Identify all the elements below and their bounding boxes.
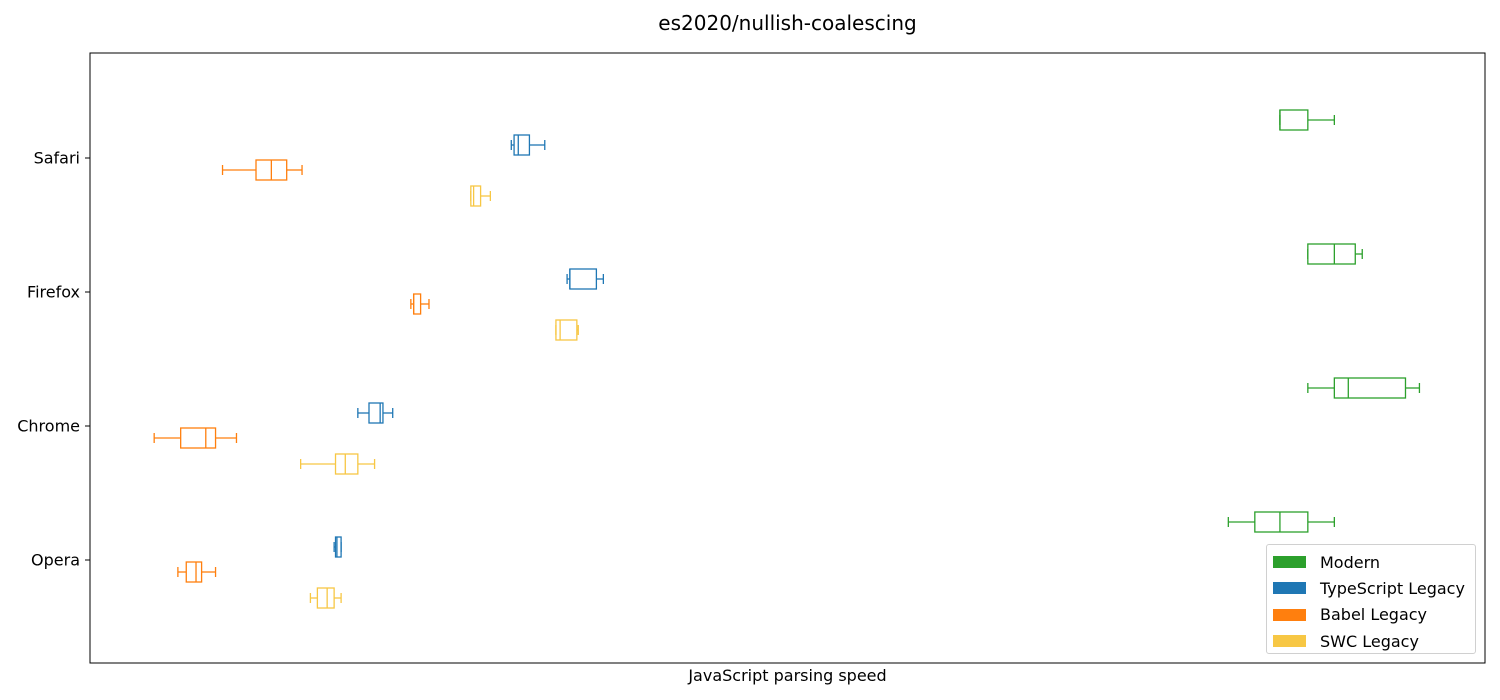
- modern-opera-box: [1254, 511, 1309, 533]
- legend-item-babel-legacy: Babel Legacy: [1273, 602, 1475, 628]
- swc-legacy-chrome-box: [334, 453, 359, 475]
- legend-label-babel-legacy: Babel Legacy: [1320, 605, 1428, 625]
- x-axis-label: JavaScript parsing speed: [688, 666, 887, 685]
- legend-item-typescript-legacy: TypeScript Legacy: [1273, 575, 1475, 601]
- legend-swatch-swc-legacy: [1273, 635, 1306, 648]
- legend-item-modern: Modern: [1273, 549, 1475, 575]
- y-tick-label-firefox: Firefox: [27, 283, 80, 302]
- typescript-legacy-chrome-box: [368, 402, 384, 424]
- legend-swatch-modern: [1273, 556, 1306, 569]
- y-tick-label-safari: Safari: [34, 149, 80, 168]
- modern-chrome-box: [1333, 377, 1407, 399]
- swc-legacy-opera-box: [316, 587, 335, 609]
- chart-title: es2020/nullish-coalescing: [658, 11, 917, 35]
- swc-legacy-firefox-box: [555, 319, 578, 341]
- y-tick-label-chrome: Chrome: [17, 417, 80, 436]
- babel-legacy-firefox-box: [412, 293, 422, 315]
- modern-safari-box: [1279, 109, 1309, 131]
- legend-label-modern: Modern: [1320, 552, 1381, 572]
- legend-swatch-typescript-legacy: [1273, 582, 1306, 595]
- legend-label-typescript-legacy: TypeScript Legacy: [1320, 578, 1465, 598]
- legend-label-swc-legacy: SWC Legacy: [1320, 631, 1419, 651]
- babel-legacy-chrome-box: [180, 427, 217, 449]
- legend-swatch-babel-legacy: [1273, 608, 1306, 621]
- babel-legacy-opera-box: [185, 561, 203, 583]
- swc-legacy-safari-box: [470, 185, 482, 207]
- legend: Modern TypeScript Legacy Babel Legacy SWC L…: [1266, 544, 1476, 654]
- typescript-legacy-opera-box: [334, 536, 342, 558]
- legend-item-swc-legacy: SWC Legacy: [1273, 628, 1475, 654]
- modern-firefox-box: [1307, 243, 1356, 265]
- plot-frame: [89, 52, 1486, 664]
- typescript-legacy-safari-box: [513, 134, 531, 156]
- typescript-legacy-firefox-box: [569, 268, 598, 290]
- y-tick-label-opera: Opera: [31, 551, 80, 570]
